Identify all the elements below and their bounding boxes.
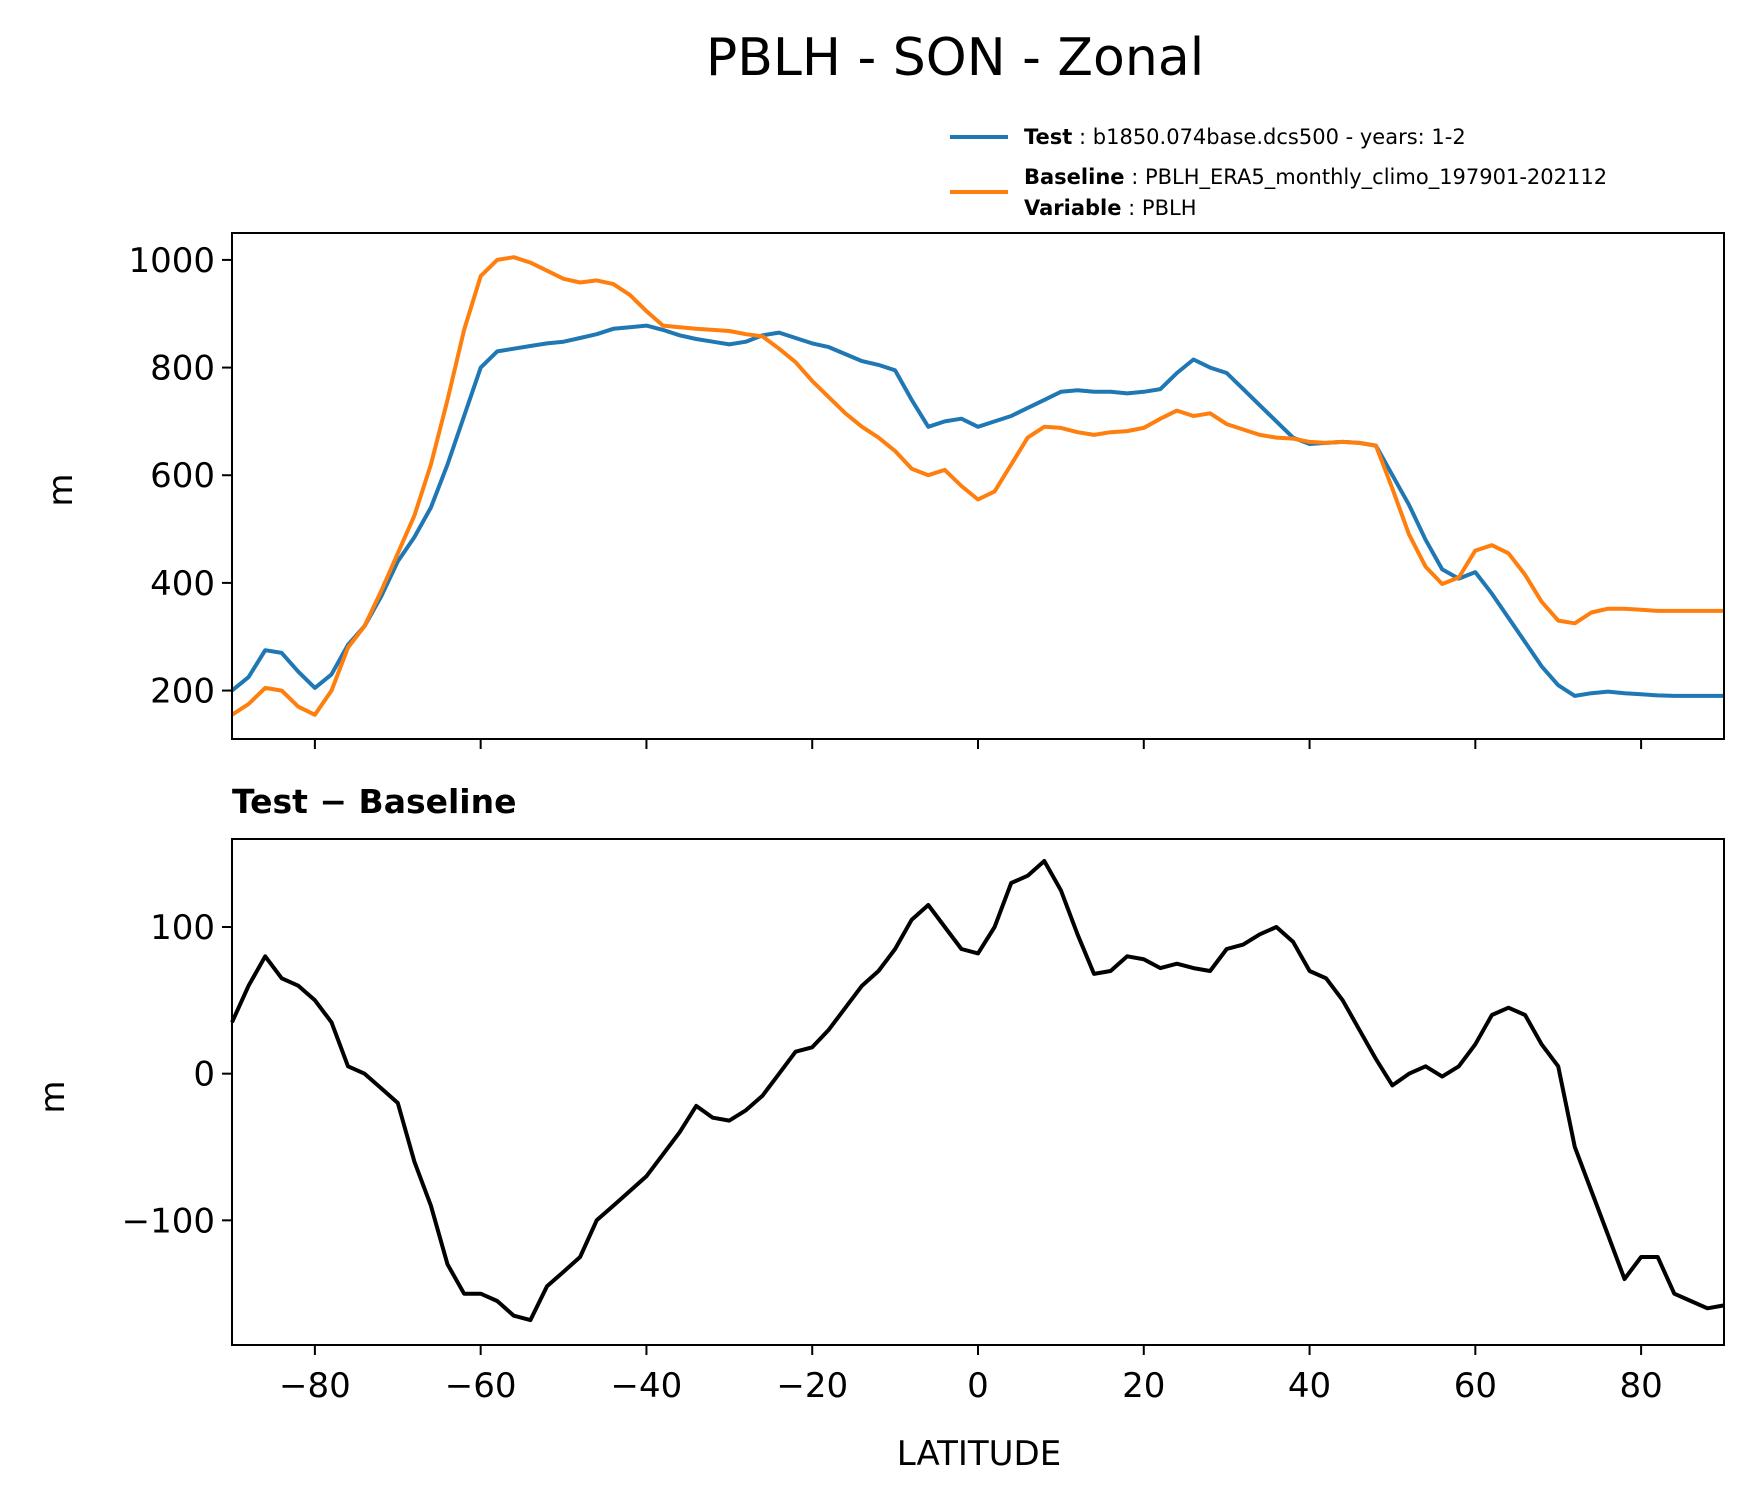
legend-variable-value: PBLH (1142, 196, 1197, 220)
legend-test-colon: : (1072, 125, 1092, 149)
bottom-ytick-label: −100 (122, 1201, 215, 1241)
bottom-xlabel: LATITUDE (897, 1434, 1061, 1474)
legend-test-key: Test (1024, 125, 1072, 149)
figure-title: PBLH - SON - Zonal (706, 28, 1204, 88)
bottom-xtick-label: 60 (1454, 1366, 1497, 1406)
top-ytick-label: 600 (150, 456, 215, 496)
legend-baseline-key: Baseline (1024, 165, 1125, 189)
bottom-series-test-baseline (230, 859, 1725, 1323)
top-series-test (230, 323, 1724, 698)
bottom-title: Test − Baseline (232, 782, 517, 821)
top-ytick-label: 1000 (128, 241, 215, 281)
legend-baseline-value: PBLH_ERA5_monthly_climo_197901-202112 (1145, 165, 1607, 190)
legend-test-text: Test : b1850.074base.dcs500 - years: 1-2 (1024, 125, 1466, 149)
top-ylabel: m (41, 473, 81, 506)
top-plot-area: 200 400 600 800 1000 (128, 232, 1725, 749)
bottom-ytick-label: 0 (193, 1055, 215, 1095)
bottom-xtick-label: −80 (279, 1366, 351, 1406)
top-ytick-label: 200 (150, 672, 215, 712)
legend-variable-text: Variable : PBLH (1024, 196, 1196, 220)
bottom-xtick-label: 0 (967, 1366, 989, 1406)
bottom-xtick-label: 20 (1122, 1366, 1165, 1406)
bottom-xtick-label: 80 (1619, 1366, 1662, 1406)
top-panel: m 200 400 600 800 1000 (41, 232, 1725, 749)
top-ytick-label: 400 (150, 564, 215, 604)
bottom-ytick-label: 100 (150, 908, 215, 948)
legend-baseline-text: Baseline : PBLH_ERA5_monthly_climo_19790… (1024, 165, 1607, 190)
bottom-xtick-label: −60 (445, 1366, 517, 1406)
bottom-plot-area: −100 0 100 −80 −60 −40 −20 0 20 40 60 80 (122, 838, 1725, 1406)
legend: Test : b1850.074base.dcs500 - years: 1-2… (950, 125, 1607, 220)
bottom-xtick-label: 40 (1288, 1366, 1331, 1406)
top-ytick-label: 800 (150, 349, 215, 389)
legend-variable-colon: : (1121, 196, 1141, 220)
legend-test-value: b1850.074base.dcs500 - years: 1-2 (1093, 125, 1466, 149)
legend-variable-key: Variable (1024, 196, 1121, 220)
bottom-ylabel: m (33, 1080, 73, 1113)
bottom-xtick-label: −40 (611, 1366, 683, 1406)
legend-baseline-colon: : (1125, 165, 1145, 189)
top-series-baseline (230, 255, 1724, 717)
bottom-panel: Test − Baseline m LATITUDE −100 0 100 −80 −6… (33, 782, 1725, 1474)
bottom-xtick-label: −20 (776, 1366, 848, 1406)
